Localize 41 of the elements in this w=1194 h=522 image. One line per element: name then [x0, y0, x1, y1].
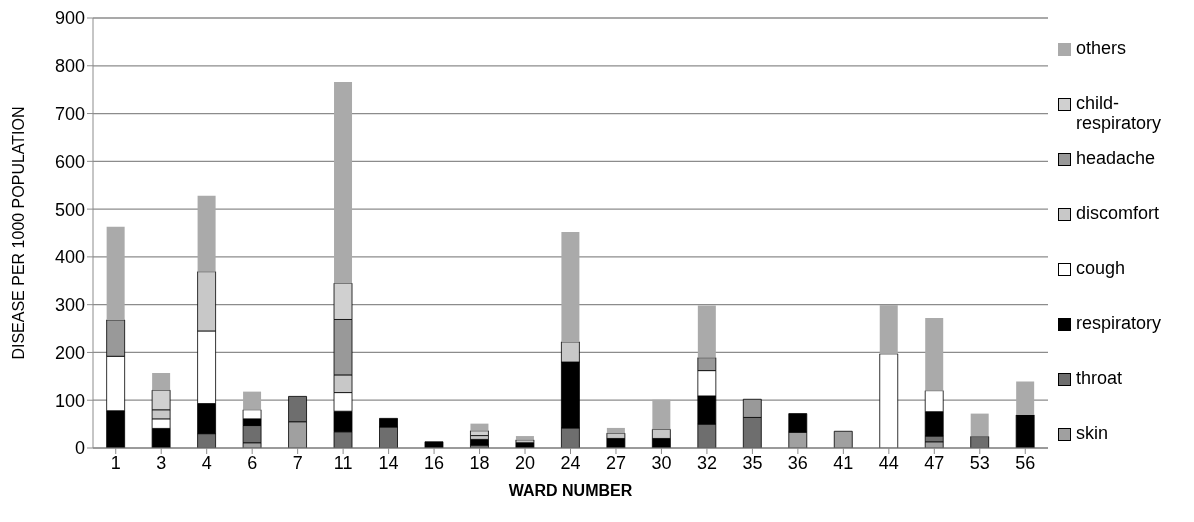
y-axis-title: DISEASE PER 1000 POPULATION — [9, 106, 27, 360]
x-tick-label: 3 — [156, 452, 167, 473]
x-axis-title: WARD NUMBER — [508, 482, 633, 499]
y-tick-label: 900 — [54, 8, 85, 29]
x-tick-label: 18 — [469, 452, 490, 473]
legend-label: child-respiratory — [1076, 93, 1163, 133]
x-tick-label: 27 — [605, 452, 626, 473]
y-tick-label: 800 — [54, 56, 85, 77]
y-tick-label: 300 — [54, 295, 85, 316]
x-tick-label: 1 — [110, 452, 121, 473]
legend-label: cough — [1076, 258, 1126, 278]
y-tick-label: 100 — [54, 390, 85, 411]
x-tick-label: 53 — [969, 452, 990, 473]
x-tick-label: 14 — [378, 452, 399, 473]
x-tick-label: 41 — [833, 452, 854, 473]
x-tick-label: 30 — [651, 452, 672, 473]
x-tick-label: 56 — [1015, 452, 1036, 473]
x-tick-label: 6 — [247, 452, 258, 473]
x-tick-label: 20 — [515, 452, 536, 473]
x-tick-label: 35 — [742, 452, 763, 473]
y-tick-label: 0 — [74, 438, 85, 459]
x-tick-label: 7 — [292, 452, 303, 473]
x-tick-label: 16 — [424, 452, 445, 473]
legend-label: headache — [1076, 148, 1156, 168]
x-tick-label: 4 — [201, 452, 212, 473]
x-tick-label: 32 — [696, 452, 717, 473]
legend-label: skin — [1076, 423, 1109, 443]
x-tick-label: 36 — [787, 452, 808, 473]
legend-label: discomfort — [1076, 203, 1160, 223]
y-tick-label: 500 — [54, 199, 85, 220]
x-tick-label: 24 — [560, 452, 581, 473]
y-tick-label: 600 — [54, 151, 85, 172]
legend-label: respiratory — [1076, 313, 1162, 333]
x-tick-label: 44 — [878, 452, 899, 473]
y-tick-label: 700 — [54, 103, 85, 124]
x-tick-label: 11 — [333, 452, 353, 473]
legend-label: throat — [1076, 368, 1123, 388]
y-tick-label: 200 — [54, 342, 85, 363]
x-tick-label: 47 — [924, 452, 945, 473]
y-tick-label: 400 — [54, 247, 85, 268]
legend-label: others — [1076, 38, 1127, 58]
